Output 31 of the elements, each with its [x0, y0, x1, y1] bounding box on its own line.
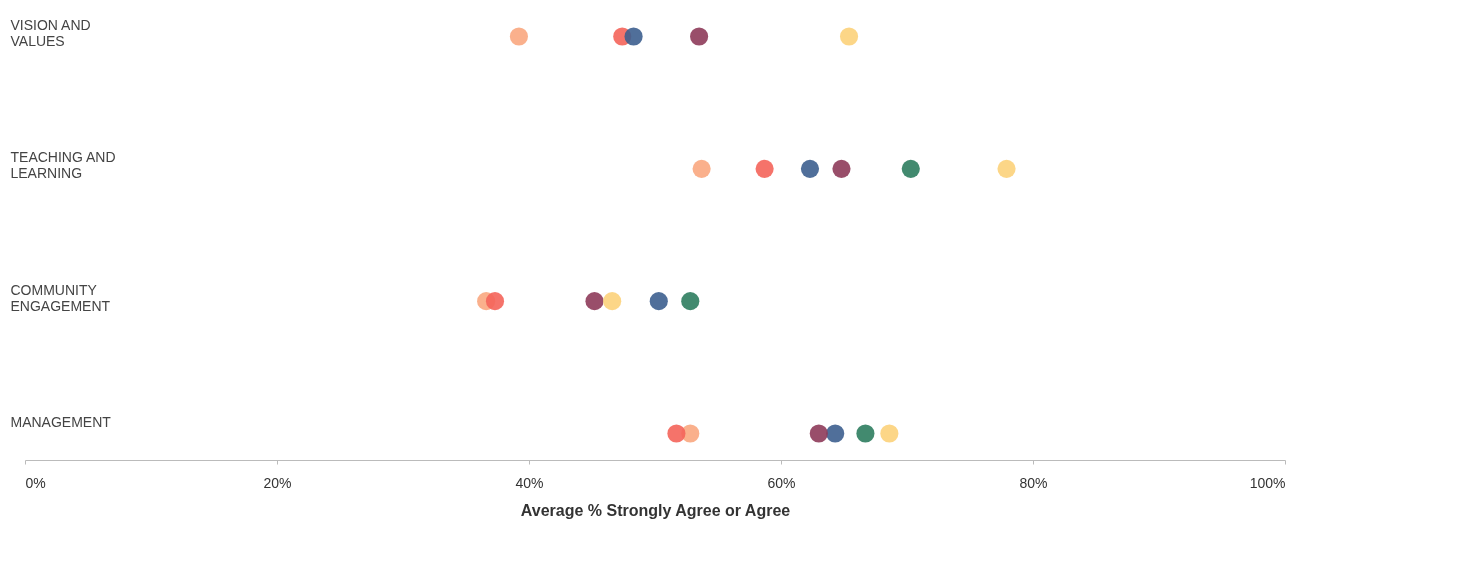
x-tick-label: 0%: [25, 474, 46, 491]
point: [509, 27, 528, 46]
point: [585, 292, 604, 311]
point: [839, 27, 859, 46]
point: [485, 292, 505, 311]
x-tick-label: 40%: [515, 474, 544, 491]
point: [809, 424, 828, 443]
point: [692, 159, 711, 178]
y-tick-label: COMMUNITY ENGAGEMENT: [10, 281, 111, 314]
point: [826, 424, 845, 443]
point: [832, 159, 851, 178]
x-tick-label: 100%: [1249, 474, 1286, 491]
point: [880, 424, 899, 443]
x-tick-label: 80%: [1019, 474, 1048, 491]
y-tick-label: MANAGEMENT: [10, 414, 112, 431]
x-tick-label: 20%: [263, 474, 292, 491]
point: [997, 159, 1016, 178]
y-tick-label: VISION AND VALUES: [10, 16, 91, 49]
point: [624, 27, 643, 46]
point: [755, 159, 774, 178]
point: [603, 292, 622, 311]
point: [856, 424, 875, 443]
x-tick-label: 60%: [767, 474, 796, 491]
point: [667, 424, 686, 443]
point: [681, 292, 700, 311]
x-axis-title: Average % Strongly Agree or Agree: [520, 501, 791, 519]
y-tick-label: TEACHING AND LEARNING: [10, 149, 116, 182]
point: [800, 159, 820, 178]
point: [690, 27, 709, 46]
point: [901, 159, 920, 178]
point: [649, 292, 668, 311]
